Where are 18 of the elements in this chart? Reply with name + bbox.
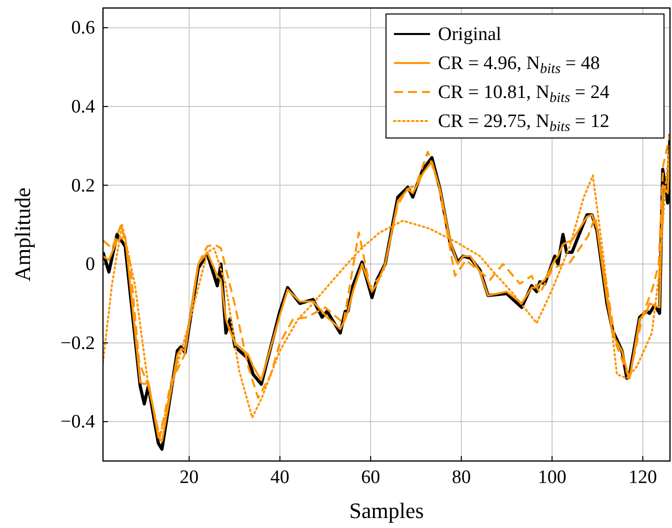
legend-label: Original	[438, 24, 502, 45]
x-tick-label: 120	[628, 467, 658, 488]
legend-label: CR = 29.75, N$_{bits}$ = 12	[438, 111, 610, 134]
x-tick-label: 100	[538, 467, 566, 488]
y-tick-label: −0.4	[60, 412, 96, 433]
x-tick-label: 40	[270, 467, 290, 488]
y-axis-title: Amplitude	[10, 187, 35, 282]
x-tick-label: 20	[180, 467, 199, 488]
legend-label: CR = 10.81, N$_{bits}$ = 24	[438, 82, 610, 106]
legend-label: CR = 4.96, N$_{bits}$ = 48	[438, 53, 600, 76]
y-tick-label: 0.4	[71, 96, 96, 118]
x-axis-title: Samples	[349, 498, 424, 523]
x-tick-label: 60	[361, 467, 380, 488]
y-tick-label: 0.6	[71, 18, 95, 39]
y-tick-label: 0.2	[71, 175, 95, 196]
y-tick-label: 0	[86, 254, 95, 276]
x-tick-label: 80	[452, 467, 471, 488]
y-tick-label: −0.2	[60, 332, 95, 354]
